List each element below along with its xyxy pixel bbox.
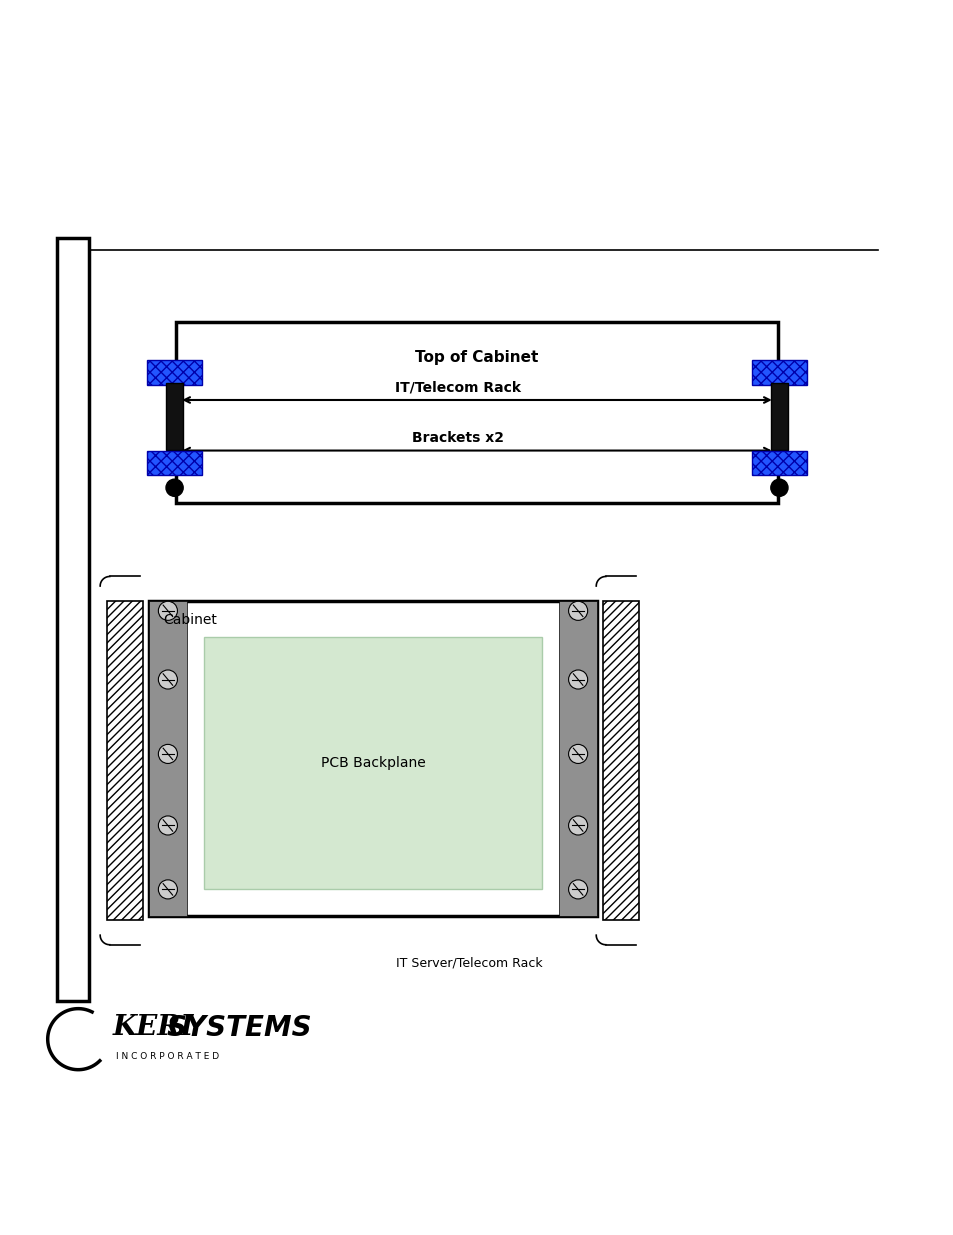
- Circle shape: [158, 879, 177, 899]
- Text: KERI: KERI: [112, 1014, 193, 1041]
- Bar: [107, 601, 143, 920]
- Circle shape: [568, 669, 587, 689]
- Circle shape: [568, 879, 587, 899]
- Bar: [147, 451, 202, 475]
- Bar: [751, 451, 806, 475]
- Bar: [602, 601, 639, 920]
- Bar: [149, 601, 187, 916]
- Text: PCB Backplane: PCB Backplane: [320, 756, 425, 769]
- Bar: [176, 322, 777, 503]
- Bar: [751, 359, 806, 385]
- Text: IT/Telecom Rack: IT/Telecom Rack: [395, 380, 520, 394]
- Text: I N C O R P O R A T E D: I N C O R P O R A T E D: [116, 1052, 219, 1061]
- Circle shape: [770, 479, 787, 496]
- Bar: [204, 636, 541, 889]
- Circle shape: [158, 745, 177, 763]
- Circle shape: [158, 816, 177, 835]
- Text: SYSTEMS: SYSTEMS: [167, 1014, 313, 1041]
- Bar: [147, 359, 202, 385]
- Circle shape: [568, 816, 587, 835]
- Text: Top of Cabinet: Top of Cabinet: [415, 351, 538, 366]
- Circle shape: [158, 669, 177, 689]
- Bar: [166, 383, 183, 450]
- Bar: [149, 601, 597, 916]
- Text: IT Server/Telecom Rack: IT Server/Telecom Rack: [395, 956, 541, 969]
- Bar: [770, 383, 787, 450]
- Bar: [57, 238, 89, 1002]
- Bar: [558, 601, 597, 916]
- Circle shape: [166, 479, 183, 496]
- Circle shape: [158, 601, 177, 620]
- Circle shape: [568, 745, 587, 763]
- Circle shape: [568, 601, 587, 620]
- Text: Cabinet: Cabinet: [163, 613, 216, 626]
- Text: Brackets x2: Brackets x2: [412, 431, 503, 445]
